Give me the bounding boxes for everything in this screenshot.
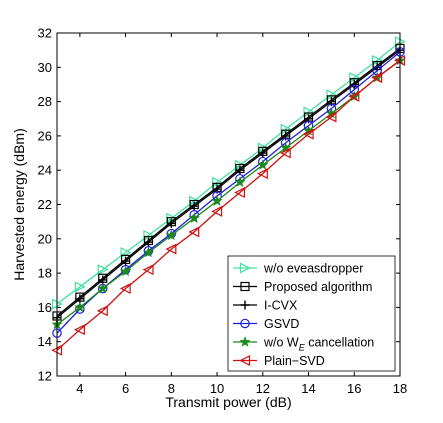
- legend-marker: [239, 262, 251, 274]
- data-point: [234, 187, 246, 198]
- data-point: [325, 111, 337, 123]
- legend-label: Proposed algorithm: [264, 280, 372, 294]
- data-point: [189, 201, 199, 211]
- data-point: [258, 148, 268, 158]
- data-point: [302, 128, 314, 140]
- legend-label: I-CVX: [264, 299, 298, 313]
- data-point: [234, 176, 246, 187]
- y-tick-label: 26: [38, 128, 52, 143]
- data-point: [143, 237, 153, 247]
- y-tick-label: 32: [38, 26, 52, 41]
- x-axis: 4 6 8 10 12 14 16 18: [76, 33, 407, 396]
- data-point: [235, 165, 245, 175]
- data-point: [142, 264, 154, 276]
- x-tick-label: 10: [210, 381, 224, 396]
- data-point: [371, 72, 383, 84]
- legend-marker: [240, 300, 250, 310]
- series-line: [56, 59, 401, 326]
- legend: w/o eveasdropper Proposed algorithm I-CVX G…: [227, 255, 396, 372]
- y-axis: 12 14 16 18 20 22 24 26 28 30 32: [38, 26, 400, 384]
- data-point: [257, 159, 269, 170]
- x-axis-label: Transmit power (dB): [165, 394, 291, 410]
- data-point: [348, 90, 360, 102]
- data-point: [188, 226, 200, 238]
- data-point: [96, 305, 108, 317]
- y-tick-label: 24: [38, 163, 52, 178]
- data-point: [211, 176, 223, 188]
- legend-label: Plain−SVD: [264, 354, 325, 368]
- data-point: [303, 106, 315, 118]
- y-tick-label: 22: [38, 197, 52, 212]
- series-line: [56, 47, 401, 317]
- series-line: [56, 41, 401, 305]
- data-point: [165, 229, 177, 241]
- data-point: [166, 218, 176, 228]
- data-point: [74, 301, 86, 313]
- legend-item: Plain−SVD: [233, 354, 325, 368]
- series-line: [56, 51, 401, 334]
- data-point: [280, 142, 292, 153]
- y-tick-label: 28: [38, 94, 52, 109]
- data-point: [74, 324, 85, 336]
- data-point: [280, 123, 292, 135]
- legend-box: [227, 255, 396, 372]
- x-tick-label: 12: [256, 381, 270, 396]
- x-tick-label: 8: [168, 381, 175, 396]
- data-point: [279, 147, 291, 159]
- data-point: [142, 246, 155, 258]
- data-point: [143, 229, 155, 241]
- data-point: [325, 107, 337, 119]
- legend-marker: [239, 355, 251, 366]
- x-tick-label: 14: [301, 381, 315, 396]
- legend-item: GSVD: [233, 317, 299, 331]
- data-point: [119, 283, 131, 295]
- legend-marker: [240, 318, 250, 329]
- data-point: [302, 124, 315, 136]
- y-tick-label: 30: [38, 60, 52, 75]
- data-point: [349, 72, 361, 84]
- y-tick-label: 16: [38, 300, 52, 315]
- legend-item: w/o eveasdropper: [233, 262, 363, 276]
- legend-item: Proposed algorithm: [233, 280, 372, 294]
- y-axis-label: Harvested energy (dBm): [11, 128, 27, 281]
- data-point: [120, 247, 132, 258]
- y-tick-label: 18: [38, 266, 52, 281]
- data-point: [326, 89, 338, 101]
- x-tick-label: 18: [393, 381, 407, 396]
- data-point: [372, 54, 383, 66]
- data-point: [120, 265, 132, 277]
- data-point: [188, 212, 200, 223]
- legend-label: w/o eveasdropper: [263, 262, 363, 276]
- x-tick-label: 4: [76, 381, 83, 396]
- legend-label: GSVD: [264, 317, 299, 331]
- x-tick-label: 6: [122, 381, 129, 396]
- data-point: [97, 264, 109, 276]
- x-tick-label: 16: [347, 381, 361, 396]
- data-point: [256, 168, 268, 180]
- data-point: [121, 256, 131, 266]
- y-tick-label: 20: [38, 231, 52, 246]
- legend-item: w/o WE cancellation: [233, 336, 374, 353]
- y-tick-label: 14: [38, 334, 52, 349]
- legend-label: w/o WE cancellation: [263, 336, 374, 353]
- series-6: [51, 54, 406, 356]
- legend-item: I-CVX: [233, 299, 298, 313]
- legend-marker: [240, 281, 250, 292]
- series-line: [56, 59, 401, 351]
- data-point: [211, 195, 223, 206]
- data-point: [97, 282, 109, 294]
- legend-marker: [239, 336, 251, 347]
- data-point: [165, 243, 177, 255]
- series-line: [56, 49, 401, 319]
- data-point: [211, 205, 223, 217]
- data-point: [74, 281, 86, 293]
- y-tick-label: 12: [38, 369, 52, 384]
- data-point: [349, 79, 359, 89]
